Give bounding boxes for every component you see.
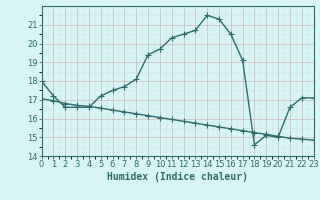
X-axis label: Humidex (Indice chaleur): Humidex (Indice chaleur) <box>107 172 248 182</box>
